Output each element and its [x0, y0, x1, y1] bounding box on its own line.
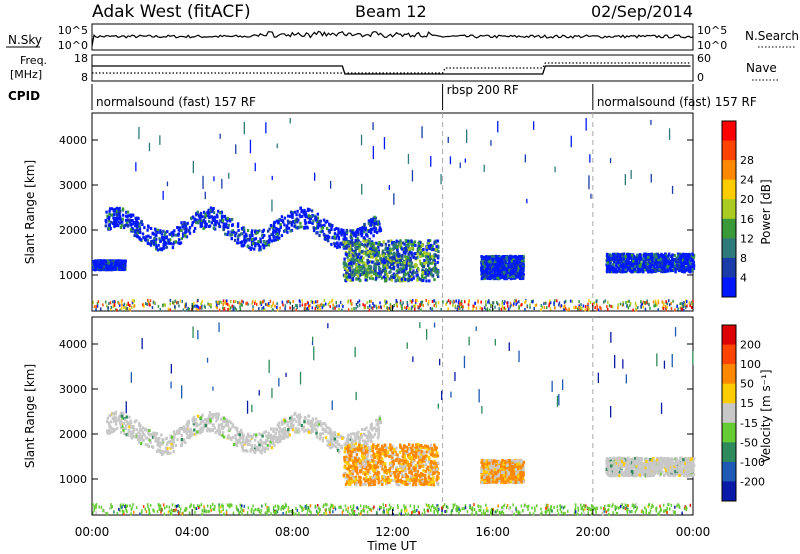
- colorbar-swatch: [722, 364, 736, 385]
- colorbar-tick: 4: [740, 271, 747, 284]
- power-cbar-label: Power [dB]: [759, 179, 773, 244]
- colorbar-swatch: [722, 403, 736, 424]
- freq-right-tick-top: 60: [697, 52, 711, 65]
- colorbar-swatch: [722, 442, 736, 463]
- freq-left-label-2: [MHz]: [10, 68, 42, 81]
- colorbar-tick: -200: [740, 475, 765, 488]
- time-axis: 00:00 04:00 08:00 12:00 16:00 20:00 00:00: [75, 305, 711, 539]
- colorbar-tick: 8: [740, 252, 747, 265]
- freq-left-tick-bottom: 8: [81, 71, 88, 84]
- cpid-seg-3: normalsound (fast) 157 RF: [597, 95, 757, 109]
- freq-left-label-1: Freq.: [20, 54, 47, 67]
- velocity-colorbar: 200 100 50 15 -15 -50 -100 -200: [721, 324, 765, 502]
- colorbar-tick: 16: [740, 213, 754, 226]
- colorbar-swatch: [722, 257, 736, 278]
- freq-panel: Freq. [MHz] 18 8 60 0 Nave: [10, 52, 778, 84]
- colorbar-swatch: [722, 218, 736, 239]
- colorbar-tick: 50: [740, 378, 754, 391]
- noise-right-tick-top: 10^5: [697, 24, 727, 37]
- time-tick-label: 16:00: [475, 525, 510, 539]
- beam-title: Beam 12: [355, 2, 427, 21]
- cpid-seg-2: rbsp 200 RF: [447, 83, 519, 97]
- power-yticks: 1000 2000 3000 4000: [59, 134, 693, 282]
- station-title: Adak West (fitACF): [92, 2, 251, 22]
- velocity-ylabel: Slant Range [km]: [23, 364, 37, 468]
- noise-sky-line: [91, 30, 694, 47]
- freq-line: [92, 65, 691, 75]
- colorbar-tick: 28: [740, 154, 754, 167]
- colorbar-swatch: [722, 121, 736, 142]
- colorbar-tick: 100: [740, 358, 761, 371]
- noise-left-tick-bottom: 10^0: [58, 39, 88, 52]
- time-tick-label: 04:00: [175, 525, 210, 539]
- colorbar-tick: 15: [740, 397, 754, 410]
- colorbar-swatch: [722, 277, 736, 298]
- colorbar-swatch: [722, 383, 736, 404]
- time-axis-label: Time UT: [366, 539, 417, 553]
- colorbar-swatch: [722, 199, 736, 220]
- colorbar-swatch: [722, 238, 736, 259]
- colorbar-swatch: [722, 160, 736, 181]
- time-tick-label: 00:00: [676, 525, 711, 539]
- colorbar-tick: -15: [740, 417, 758, 430]
- noise-panel: N.Sky 10^5 10^0 10^5 10^0 N.Search: [6, 23, 799, 52]
- cpid-label: CPID: [8, 89, 40, 103]
- cpid-panel: CPID normalsound (fast) 157 RF rbsp 200 …: [8, 83, 757, 110]
- ytick-label: 4000: [59, 338, 87, 351]
- ytick-label: 1000: [59, 473, 87, 486]
- power-ylabel: Slant Range [km]: [23, 160, 37, 264]
- velocity-panel: 1000 2000 3000 4000 Slant Range [km] 200 100…: [23, 316, 773, 516]
- colorbar-swatch: [722, 461, 736, 482]
- noise-right-label: N.Search: [745, 29, 799, 43]
- colorbar-swatch: [722, 179, 736, 200]
- velocity-cbar-label: Velocity [m s⁻¹]: [759, 369, 773, 462]
- colorbar-tick: 20: [740, 193, 754, 206]
- ytick-label: 3000: [59, 179, 87, 192]
- nave-label: Nave: [746, 61, 777, 75]
- time-tick-label: 00:00: [75, 525, 110, 539]
- ytick-label: 2000: [59, 224, 87, 237]
- ytick-label: 3000: [59, 383, 87, 396]
- colorbar-swatch: [722, 422, 736, 443]
- colorbar-tick: 24: [740, 174, 754, 187]
- date-title: 02/Sep/2014: [591, 2, 693, 21]
- time-tick-label: 12:00: [375, 525, 410, 539]
- colorbar-swatch: [722, 325, 736, 346]
- freq-right-tick-bottom: 0: [697, 71, 704, 84]
- power-colorbar: 4 8 12 16 20 24 28: [721, 120, 754, 298]
- colorbar-tick: -50: [740, 436, 758, 449]
- velocity-data: [92, 317, 696, 516]
- noise-left-tick-top: 10^5: [58, 24, 88, 37]
- colorbar-tick: -100: [740, 456, 765, 469]
- noise-right-tick-bottom: 10^0: [697, 39, 727, 52]
- colorbar-swatch: [722, 481, 736, 502]
- power-data: [92, 113, 696, 312]
- nave-line: [92, 62, 691, 74]
- noise-left-label: N.Sky: [8, 33, 42, 47]
- velocity-yticks: 1000 2000 3000 4000: [59, 338, 693, 486]
- ytick-label: 1000: [59, 269, 87, 282]
- colorbar-tick: 200: [740, 339, 761, 352]
- colorbar-tick: 12: [740, 232, 754, 245]
- colorbar-swatch: [722, 140, 736, 161]
- colorbar-swatch: [722, 344, 736, 365]
- ytick-label: 2000: [59, 428, 87, 441]
- time-tick-label: 20:00: [576, 525, 611, 539]
- ytick-label: 4000: [59, 134, 87, 147]
- freq-left-tick-top: 18: [74, 52, 88, 65]
- time-tick-label: 08:00: [275, 525, 310, 539]
- power-panel: 1000 2000 3000 4000 Slant Range [km] 4 8 12 16…: [23, 112, 773, 312]
- cpid-seg-1: normalsound (fast) 157 RF: [96, 95, 256, 109]
